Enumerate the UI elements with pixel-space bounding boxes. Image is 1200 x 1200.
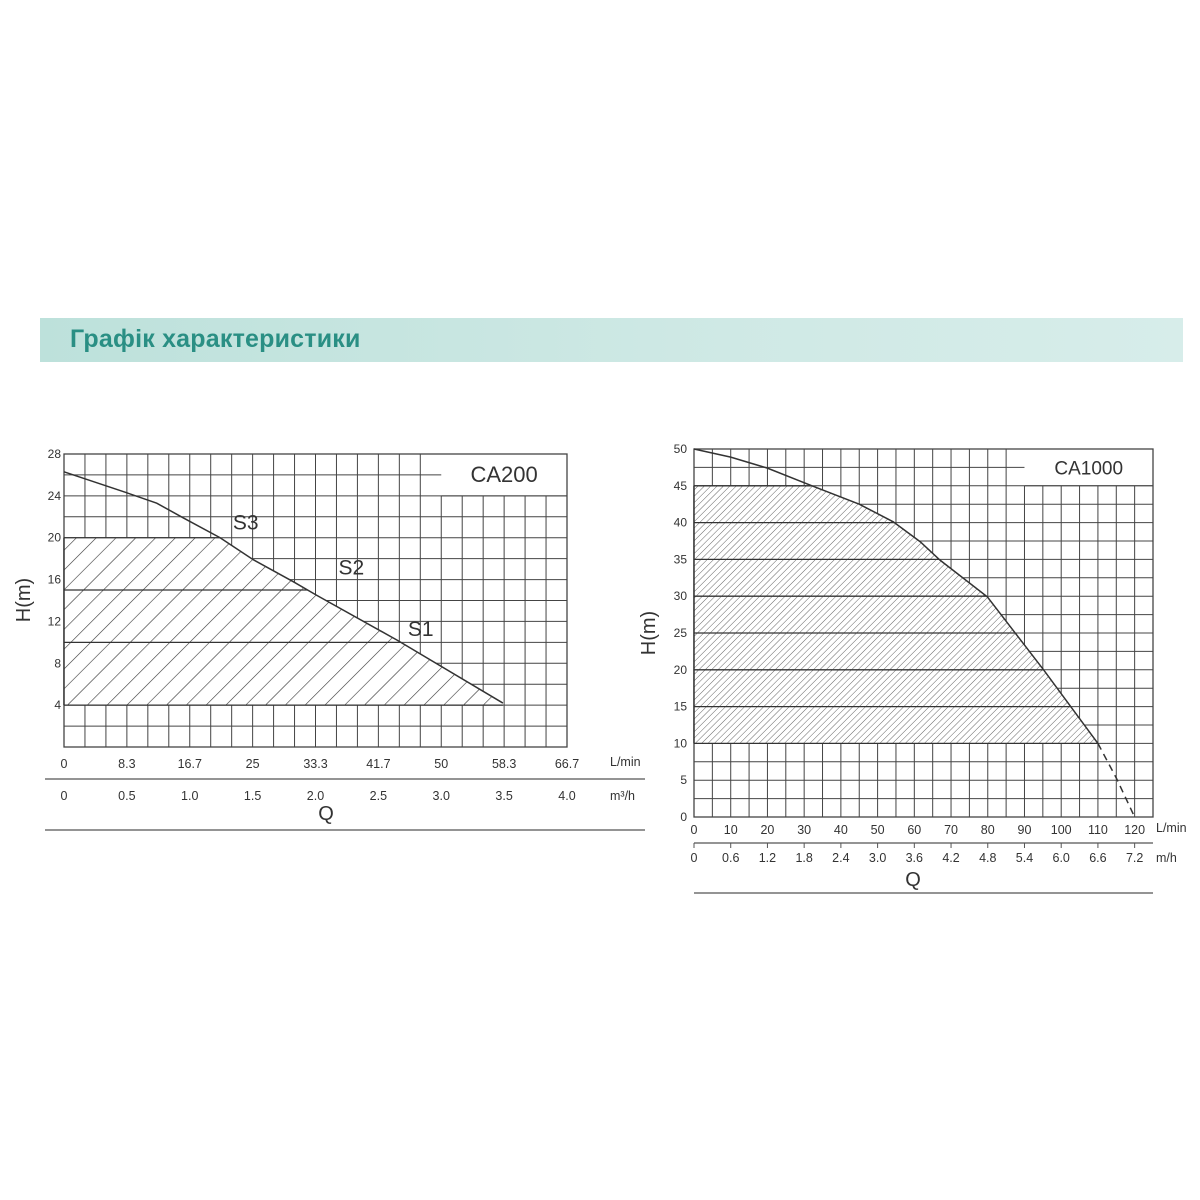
x-tick-label-lmin: 33.3 [303, 757, 327, 771]
x-tick-label-lmin: 60 [907, 823, 921, 837]
x-tick-label-m3h: 3.0 [869, 851, 886, 865]
x-tick-label-m3h: 4.0 [558, 789, 575, 803]
curve-label-s1: S1 [408, 618, 434, 641]
performance-curve-extrapolated [1097, 743, 1136, 818]
x-tick-label-m3h: 6.0 [1053, 851, 1070, 865]
x-tick-label-lmin: 41.7 [366, 757, 390, 771]
x-tick-label-m3h: 3.0 [433, 789, 450, 803]
x-tick-label-m3h: 4.8 [979, 851, 996, 865]
y-tick-label: 0 [680, 810, 687, 824]
y-axis-label: H(m) [638, 611, 660, 655]
x-tick-label-m3h: 2.0 [307, 789, 324, 803]
performance-curve [693, 448, 1099, 744]
y-tick-label: 10 [674, 736, 688, 750]
x-tick-label-m3h: 0.5 [118, 789, 135, 803]
y-tick-label: 30 [674, 589, 688, 603]
section-banner: Графік характеристики [40, 318, 1183, 362]
x-tick-label-lmin: 50 [434, 757, 448, 771]
x-tick-label-lmin: 100 [1051, 823, 1072, 837]
x-tick-label-m3h: 1.0 [181, 789, 198, 803]
y-tick-label: 12 [48, 614, 62, 628]
x-unit-lmin: L/min [610, 755, 641, 769]
x-tick-label-m3h: 2.5 [370, 789, 387, 803]
x-tick-label-m3h: 4.2 [942, 851, 959, 865]
y-tick-label: 50 [674, 442, 688, 456]
x-tick-label-m3h: 3.6 [906, 851, 923, 865]
section-title: Графік характеристики [70, 325, 361, 353]
x-tick-label-lmin: 30 [797, 823, 811, 837]
hatched-operating-area [64, 537, 503, 706]
x-tick-label-lmin: 80 [981, 823, 995, 837]
y-tick-label: 25 [674, 626, 688, 640]
chart-title: CA1000 [1054, 458, 1123, 479]
x-tick-label-m3h: 0 [691, 851, 698, 865]
x-tick-label-m3h: 3.5 [495, 789, 512, 803]
x-unit-lmin: L/min [1156, 821, 1187, 835]
x-tick-label-lmin: 110 [1088, 823, 1108, 837]
y-tick-label: 45 [674, 479, 688, 493]
x-unit-m3h: m/h [1156, 851, 1177, 865]
x-tick-label-lmin: 90 [1018, 823, 1032, 837]
x-tick-label-m3h: 0 [61, 789, 68, 803]
x-tick-label-m3h: 2.4 [832, 851, 849, 865]
x-unit-m3h: m³/h [610, 789, 635, 803]
x-tick-label-lmin: 58.3 [492, 757, 516, 771]
x-tick-label-lmin: 70 [944, 823, 958, 837]
x-tick-label-m3h: 1.2 [759, 851, 776, 865]
x-tick-label-lmin: 20 [760, 823, 774, 837]
y-tick-label: 40 [674, 516, 688, 530]
x-tick-label-lmin: 120 [1124, 823, 1145, 837]
x-tick-label-m3h: 6.6 [1089, 851, 1106, 865]
hatched-operating-area [694, 485, 1098, 744]
x-tick-label-lmin: 8.3 [118, 757, 135, 771]
chart-title: CA200 [470, 462, 537, 487]
performance-curve [63, 471, 504, 704]
curve-label-s2: S2 [339, 556, 365, 579]
x-tick-label-m3h: 1.5 [244, 789, 261, 803]
x-tick-label-lmin: 0 [691, 823, 698, 837]
x-tick-label-m3h: 7.2 [1126, 851, 1143, 865]
y-tick-label: 24 [48, 489, 62, 503]
x-tick-label-lmin: 66.7 [555, 757, 579, 771]
y-tick-label: 20 [674, 663, 688, 677]
x-tick-label-lmin: 50 [871, 823, 885, 837]
x-tick-label-m3h: 0.6 [722, 851, 739, 865]
x-tick-label-lmin: 16.7 [178, 757, 202, 771]
y-tick-label: 15 [674, 700, 688, 714]
y-tick-label: 28 [48, 447, 62, 461]
y-tick-label: 8 [54, 656, 61, 670]
curve-label-s3: S3 [233, 511, 259, 534]
y-tick-label: 5 [680, 773, 687, 787]
x-tick-label-lmin: 25 [246, 757, 260, 771]
y-tick-label: 35 [674, 552, 688, 566]
x-axis-label: Q [318, 803, 334, 825]
x-tick-label-m3h: 5.4 [1016, 851, 1033, 865]
y-tick-label: 20 [48, 531, 62, 545]
x-tick-label-lmin: 0 [61, 757, 68, 771]
y-tick-label: 16 [48, 573, 62, 587]
x-tick-label-lmin: 10 [724, 823, 738, 837]
y-tick-label: 4 [54, 698, 61, 712]
y-axis-label: H(m) [13, 578, 35, 622]
x-tick-label-m3h: 1.8 [795, 851, 812, 865]
x-axis-label: Q [905, 869, 921, 891]
x-tick-label-lmin: 40 [834, 823, 848, 837]
